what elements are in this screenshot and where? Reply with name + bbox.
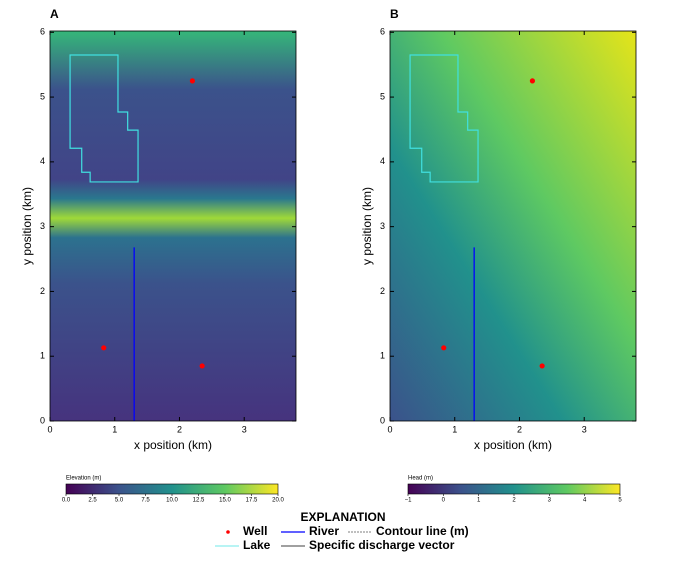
colorbar-tick-label: 1 (477, 498, 481, 504)
y-tick-label: 0 (380, 415, 385, 425)
colorbar-tick-label: 5.0 (115, 498, 124, 504)
y-tick-label: 3 (40, 221, 45, 231)
x-tick-label: 2 (177, 424, 182, 434)
map-background (50, 31, 296, 421)
x-tick-label: 0 (387, 424, 392, 434)
x-tick-label: 3 (582, 424, 587, 434)
y-tick-label: 6 (380, 27, 385, 37)
legend-label: Well (243, 524, 267, 538)
colorbar-tick-label: 7.5 (141, 498, 150, 504)
lake (409, 54, 479, 183)
colorbar (407, 483, 621, 495)
y-tick-label: 2 (380, 286, 385, 296)
x-tick-label: 3 (242, 424, 247, 434)
colorbar (65, 483, 279, 495)
well (199, 363, 205, 369)
x-tick-label: 0 (47, 424, 52, 434)
panel-label: A (50, 7, 59, 21)
panel-label: B (390, 7, 399, 21)
colorbar-tick-label: 2 (512, 498, 516, 504)
map-background (390, 31, 636, 421)
colorbar-tick-label: −1 (405, 498, 413, 504)
colorbar-tick-label: 12.5 (193, 498, 205, 504)
y-tick-label: 1 (40, 351, 45, 361)
y-axis-label: y position (km) (360, 187, 374, 265)
y-tick-label: 4 (380, 156, 385, 166)
colorbar-label: Elevation (m) (66, 476, 101, 482)
well (529, 78, 536, 84)
well (441, 345, 447, 351)
x-tick-label: 2 (517, 424, 522, 434)
plot-frame (389, 30, 637, 422)
colorbar-tick-label: 17.5 (246, 498, 258, 504)
well (101, 345, 107, 351)
colorbar-tick-label: 2.5 (88, 498, 97, 504)
y-tick-label: 3 (380, 221, 385, 231)
colorbar-tick-label: 4 (583, 498, 587, 504)
y-tick-label: 5 (380, 91, 385, 101)
colorbar-label: Head (m) (408, 476, 433, 482)
y-axis-label: y position (km) (20, 187, 34, 265)
legend-label: River (309, 524, 339, 538)
x-tick-label: 1 (112, 424, 117, 434)
x-axis-label: x position (km) (474, 438, 552, 452)
colorbar-tick-label: 0 (442, 498, 446, 504)
x-tick-label: 1 (452, 424, 457, 434)
y-tick-label: 0 (40, 415, 45, 425)
colorbar-tick-label: 15.0 (219, 498, 231, 504)
legend-title: EXPLANATION (300, 510, 385, 524)
y-tick-label: 2 (40, 286, 45, 296)
well (189, 78, 196, 84)
legend-label: Specific discharge vector (309, 538, 455, 552)
legend-label: Lake (243, 538, 271, 552)
y-tick-label: 1 (380, 351, 385, 361)
colorbar-tick-label: 10.0 (166, 498, 178, 504)
well (539, 363, 545, 369)
colorbar-tick-label: 5 (618, 498, 622, 504)
y-tick-label: 5 (40, 91, 45, 101)
plot-frame (49, 30, 297, 422)
colorbar-tick-label: 3 (548, 498, 552, 504)
colorbar-tick-label: 20.0 (272, 498, 284, 504)
legend-symbol (226, 530, 230, 534)
y-tick-label: 4 (40, 156, 45, 166)
x-axis-label: x position (km) (134, 438, 212, 452)
lake (69, 54, 139, 183)
y-tick-label: 6 (40, 27, 45, 37)
legend-label: Contour line (m) (376, 524, 469, 538)
colorbar-tick-label: 0.0 (62, 498, 71, 504)
